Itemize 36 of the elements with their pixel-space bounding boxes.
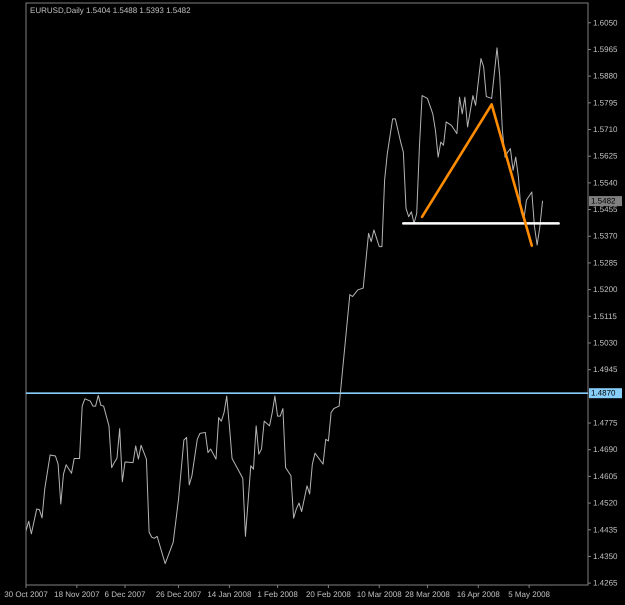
x-tick-label: 5 May 2008 <box>508 590 551 599</box>
y-tick-label: 1.5455 <box>593 205 618 214</box>
y-tick-label: 1.4520 <box>593 498 618 508</box>
y-tick-label: 1.5625 <box>593 152 618 161</box>
x-tick-label: 28 Mar 2008 <box>404 590 450 599</box>
chart-title: EURUSD,Daily 1.5404 1.5488 1.5393 1.5482 <box>30 6 192 15</box>
y-tick-label: 1.5965 <box>593 44 618 54</box>
y-tick-label: 1.6050 <box>593 18 618 28</box>
x-tick-label: 1 Feb 2008 <box>257 590 298 599</box>
x-tick-label: 16 Apr 2008 <box>456 590 500 599</box>
x-tick-label: 10 Mar 2008 <box>356 590 402 599</box>
x-tick-label: 14 Jan 2008 <box>207 590 252 599</box>
x-tick-label: 30 Oct 2007 <box>4 590 48 599</box>
y-tick-label: 1.5285 <box>593 258 618 268</box>
y-tick-label: 1.5540 <box>593 178 618 188</box>
y-tick-label: 1.5880 <box>593 72 618 81</box>
y-tick-label: 1.4435 <box>593 525 618 534</box>
y-tick-label: 1.4775 <box>593 418 618 428</box>
y-tick-label: 1.4350 <box>593 552 618 561</box>
y-tick-label: 1.5370 <box>593 232 618 241</box>
y-tick-label: 1.4945 <box>593 365 618 374</box>
y-tick-label: 1.5710 <box>593 125 618 134</box>
y-tick-label: 1.4690 <box>593 445 618 454</box>
ref-line-label: 1.4870 <box>591 388 616 398</box>
y-tick-label: 1.5795 <box>593 98 618 108</box>
y-tick-label: 1.5115 <box>593 312 618 321</box>
x-tick-label: 18 Nov 2007 <box>54 590 100 599</box>
text: 1.5482 <box>591 196 616 206</box>
x-tick-label: 26 Dec 2007 <box>156 590 202 599</box>
y-tick-label: 1.4265 <box>593 578 618 588</box>
y-tick-label: 1.5200 <box>593 285 618 294</box>
y-tick-label: 1.4605 <box>593 472 618 481</box>
x-tick-label: 6 Dec 2007 <box>104 590 146 599</box>
x-tick-label: 20 Feb 2008 <box>306 590 352 599</box>
y-tick-label: 1.5030 <box>593 338 618 348</box>
line-series <box>26 47 544 564</box>
